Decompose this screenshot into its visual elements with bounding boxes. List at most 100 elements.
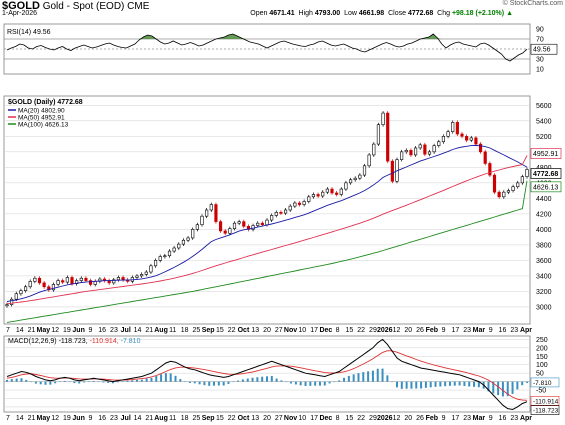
macd-histogram-bar bbox=[314, 381, 317, 386]
candle-body bbox=[469, 137, 473, 141]
candle-body bbox=[158, 256, 162, 261]
macd-tick-label: 200 bbox=[536, 345, 548, 352]
macd-histogram-bar bbox=[391, 381, 394, 383]
macd-histogram-bar bbox=[415, 381, 418, 389]
macd-histogram-bar bbox=[174, 375, 177, 382]
x-tick-label: 9 bbox=[88, 415, 92, 422]
candle-body bbox=[121, 277, 125, 281]
macd-histogram-bar bbox=[424, 381, 427, 388]
macd-histogram-bar bbox=[39, 381, 42, 385]
candle-body bbox=[335, 192, 339, 195]
ma-legend-label: MA(100) 4626.13 bbox=[18, 122, 69, 129]
candle-body bbox=[144, 271, 148, 275]
rsi-last-value: 49.56 bbox=[533, 47, 551, 54]
x-tick-label: 23 bbox=[510, 415, 518, 422]
macd-histogram-bar bbox=[111, 381, 114, 384]
macd-histogram-bar bbox=[526, 381, 528, 383]
ma-line-2 bbox=[6, 180, 528, 323]
candle-body bbox=[423, 144, 427, 155]
x-tick-label: Sep bbox=[202, 327, 215, 334]
macd-histogram-bar bbox=[473, 381, 476, 387]
x-tick-label: 15 bbox=[216, 327, 224, 334]
price-last-value-box bbox=[530, 148, 562, 159]
candle-body bbox=[205, 209, 209, 217]
macd-tick-label: 100 bbox=[536, 362, 548, 369]
x-tick-label: 27 bbox=[275, 415, 283, 422]
macd-histogram-bar bbox=[386, 375, 389, 382]
candle-body bbox=[42, 282, 46, 288]
rsi-legend: RSI(14) 49.56 bbox=[7, 29, 51, 36]
x-tick-label: 8 bbox=[336, 327, 340, 334]
candle-body bbox=[497, 191, 501, 198]
candle-body bbox=[418, 144, 422, 149]
macd-histogram-bar bbox=[140, 379, 143, 382]
macd-histogram-bar bbox=[213, 381, 216, 386]
ma-line-0 bbox=[6, 145, 528, 302]
macd-histogram-bar bbox=[261, 376, 264, 382]
macd-histogram-bar bbox=[217, 381, 220, 386]
x-tick-label: 9 bbox=[88, 327, 92, 334]
macd-histogram-bar bbox=[448, 381, 451, 386]
copyright: © StockCharts.com bbox=[502, 0, 563, 7]
macd-histogram-bar bbox=[357, 373, 360, 382]
candle-body bbox=[242, 221, 246, 227]
macd-histogram-bar bbox=[83, 381, 86, 383]
price-tick-label: 4200 bbox=[536, 211, 552, 218]
change-arrow-icon: ▲ bbox=[506, 10, 513, 17]
price-last-value: 4626.13 bbox=[533, 184, 558, 191]
x-tick-label: 14 bbox=[134, 415, 142, 422]
candle-body bbox=[293, 202, 297, 207]
candle-body bbox=[5, 304, 9, 307]
macd-histogram-bar bbox=[458, 381, 461, 386]
candle-body bbox=[381, 112, 385, 125]
x-tick-label: 9 bbox=[442, 327, 446, 334]
x-tick-label: 9 bbox=[442, 415, 446, 422]
candle-body bbox=[321, 191, 325, 197]
x-tick-label: 25 bbox=[192, 327, 200, 334]
x-tick-label: 19 bbox=[63, 415, 71, 422]
candle-body bbox=[10, 298, 14, 305]
candle-body bbox=[427, 151, 432, 155]
price-tick-label: 3000 bbox=[536, 304, 552, 311]
macd-histogram-bar bbox=[266, 376, 268, 382]
macd-histogram-bar bbox=[10, 379, 13, 382]
macd-histogram-bar bbox=[285, 381, 288, 383]
macd-histogram-bar bbox=[15, 378, 18, 382]
macd-histogram-bar bbox=[352, 374, 355, 382]
candle-body bbox=[256, 222, 260, 226]
candle-body bbox=[79, 277, 83, 281]
candle-body bbox=[478, 143, 483, 153]
macd-histogram-bar bbox=[150, 377, 153, 382]
x-tick-label: 9 bbox=[489, 415, 493, 422]
macd-histogram-bar bbox=[164, 373, 167, 382]
macd-histogram-bar bbox=[237, 380, 240, 382]
x-tick-label: 29 bbox=[369, 415, 377, 422]
x-tick-label: 15 bbox=[216, 415, 224, 422]
macd-histogram-bar bbox=[318, 381, 321, 386]
macd-histogram-bar bbox=[116, 381, 119, 383]
candle-body bbox=[376, 124, 381, 145]
rsi-tick-label: 30 bbox=[536, 57, 544, 64]
x-tick-label: 17 bbox=[310, 415, 318, 422]
macd-histogram-bar bbox=[429, 381, 432, 388]
exchange: CME bbox=[127, 1, 150, 12]
price-tick-label: 5600 bbox=[536, 103, 552, 110]
candle-body bbox=[409, 149, 413, 156]
macd-histogram-bar bbox=[453, 381, 456, 386]
x-tick-label: May bbox=[37, 415, 51, 422]
candle-body bbox=[460, 133, 464, 137]
candle-body bbox=[492, 174, 497, 193]
macd-line bbox=[6, 338, 528, 411]
macd-histogram-bar bbox=[136, 379, 138, 382]
candle-body bbox=[237, 221, 241, 224]
macd-histogram-bar bbox=[309, 381, 312, 386]
candle-body bbox=[386, 112, 390, 162]
x-tick-label: 22 bbox=[228, 327, 236, 334]
macd-tick-label: 250 bbox=[536, 337, 548, 344]
x-tick-label: 16 bbox=[98, 415, 106, 422]
macd-histogram-bar bbox=[463, 381, 466, 386]
macd-histogram-bar bbox=[381, 368, 384, 382]
candle-body bbox=[260, 222, 264, 226]
macd-histogram-bar bbox=[232, 381, 235, 383]
